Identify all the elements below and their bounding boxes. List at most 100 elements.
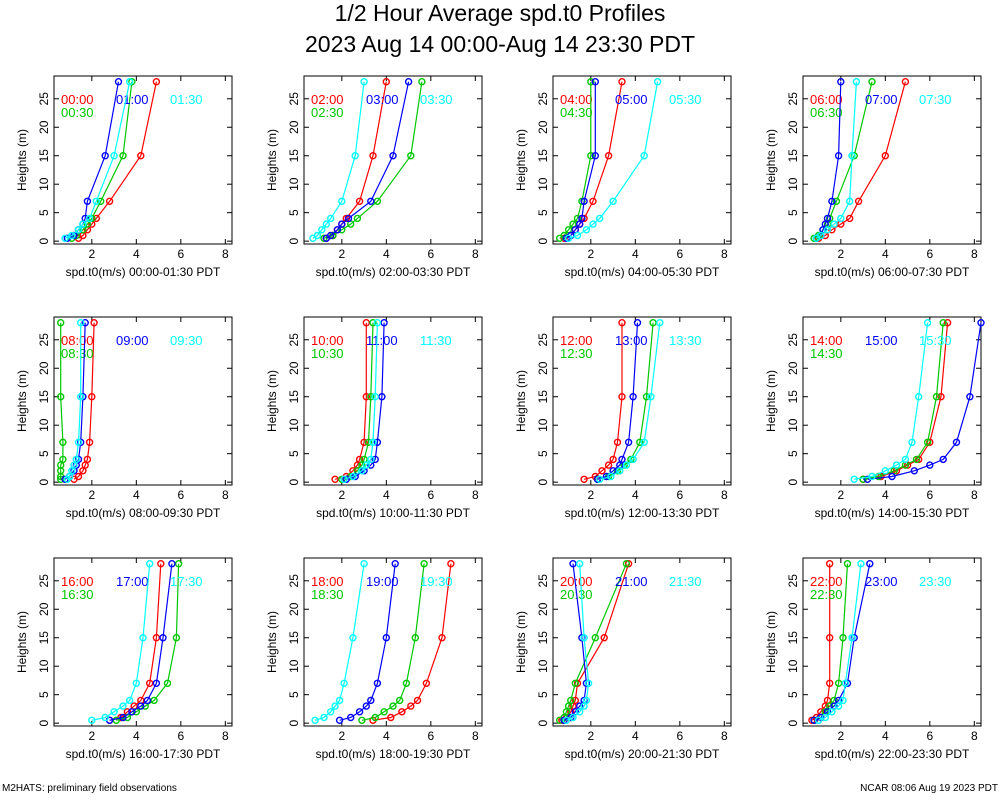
data-point [852, 77, 861, 86]
x-tick-label: 4 [383, 247, 390, 261]
x-tick-label: 8 [222, 488, 229, 502]
x-tick-label: 6 [676, 247, 683, 261]
data-point [908, 438, 916, 446]
data-point [901, 455, 910, 464]
data-point [823, 226, 832, 234]
data-point [74, 455, 83, 464]
data-point [335, 716, 344, 724]
plot-frame [552, 316, 732, 486]
data-point [609, 197, 617, 206]
legend-label: 17:30 [170, 574, 203, 589]
data-point [607, 472, 615, 481]
data-point [355, 708, 364, 716]
data-point [591, 151, 599, 160]
y-tick-label: 15 [536, 631, 550, 645]
series-line [867, 322, 982, 480]
data-point [74, 226, 83, 234]
data-point [843, 560, 852, 568]
x-tick-label: 6 [676, 488, 683, 502]
y-axis-label: Heights (m) [514, 370, 528, 432]
data-point [613, 438, 622, 446]
y-tick-label: 15 [37, 631, 51, 645]
x-axis-label: spd.t0(m/s) 08:00-09:30 PDT [66, 506, 221, 520]
data-point [349, 472, 357, 481]
data-point [598, 467, 606, 475]
legend-label: 08:30 [61, 346, 94, 361]
series-line [816, 81, 857, 239]
x-tick-label: 6 [427, 488, 434, 502]
data-point [402, 679, 411, 687]
data-point [320, 713, 328, 722]
y-axis-label: Heights (m) [15, 611, 29, 673]
data-point [152, 77, 161, 86]
y-tick-label: 25 [287, 333, 301, 347]
x-tick-label: 8 [472, 729, 479, 743]
data-point [76, 438, 85, 446]
data-point [569, 713, 577, 722]
y-tick-label: 15 [536, 390, 550, 404]
legend-label: 09:30 [170, 333, 203, 348]
data-point [653, 77, 662, 86]
data-point [340, 475, 348, 483]
x-tick-label: 4 [882, 247, 889, 261]
x-axis-label: spd.t0(m/s) 18:00-19:30 PDT [316, 747, 471, 761]
data-point [580, 197, 588, 206]
data-point [340, 679, 348, 687]
data-point [96, 197, 105, 206]
data-point [857, 560, 865, 568]
x-tick-label: 4 [882, 488, 889, 502]
y-tick-label: 25 [536, 333, 550, 347]
legend-label: 05:00 [615, 92, 648, 107]
y-tick-label: 5 [287, 450, 301, 457]
data-point [826, 214, 834, 223]
x-tick-label: 2 [837, 247, 844, 261]
data-point [578, 214, 586, 223]
y-tick-label: 25 [536, 574, 550, 588]
y-tick-label: 10 [536, 418, 550, 432]
data-point [389, 151, 397, 160]
legend-label: 04:00 [560, 92, 593, 107]
x-tick-label: 8 [721, 488, 728, 502]
data-point [629, 455, 637, 464]
footer-timestamp: NCAR 08:06 Aug 19 2023 PDT [860, 783, 998, 794]
data-point [854, 197, 863, 206]
series-line [361, 563, 425, 721]
legend-label: 14:30 [810, 346, 843, 361]
data-point [380, 319, 388, 327]
x-tick-label: 6 [177, 729, 184, 743]
y-tick-label: 25 [287, 92, 301, 106]
data-point [636, 438, 644, 446]
y-tick-label: 0 [786, 719, 800, 726]
y-tick-label: 0 [536, 237, 550, 244]
plot-frame [303, 316, 483, 486]
data-point [848, 151, 856, 160]
y-tick-label: 15 [37, 390, 51, 404]
data-point [604, 151, 613, 160]
data-point [373, 679, 382, 687]
data-point [347, 713, 355, 722]
data-point [362, 393, 370, 401]
data-point [587, 77, 595, 86]
data-point [382, 634, 390, 642]
data-point [367, 197, 375, 206]
x-axis-label: spd.t0(m/s) 22:00-23:30 PDT [815, 747, 970, 761]
legend-label: 00:00 [61, 92, 94, 107]
y-tick-label: 20 [37, 602, 51, 616]
legend-label: 02:00 [311, 92, 344, 107]
data-point [846, 197, 854, 206]
data-point [596, 475, 604, 483]
data-point [596, 214, 604, 223]
data-point [571, 696, 579, 705]
data-point [923, 319, 932, 327]
data-point [83, 197, 92, 206]
data-point [362, 319, 370, 327]
data-point [584, 679, 593, 687]
data-point [318, 226, 326, 234]
data-point [837, 77, 845, 86]
data-point [382, 77, 390, 86]
data-point [656, 319, 664, 327]
data-point [966, 393, 974, 401]
y-axis-label: Heights (m) [514, 611, 528, 673]
data-point [622, 560, 631, 568]
x-tick-label: 6 [427, 247, 434, 261]
